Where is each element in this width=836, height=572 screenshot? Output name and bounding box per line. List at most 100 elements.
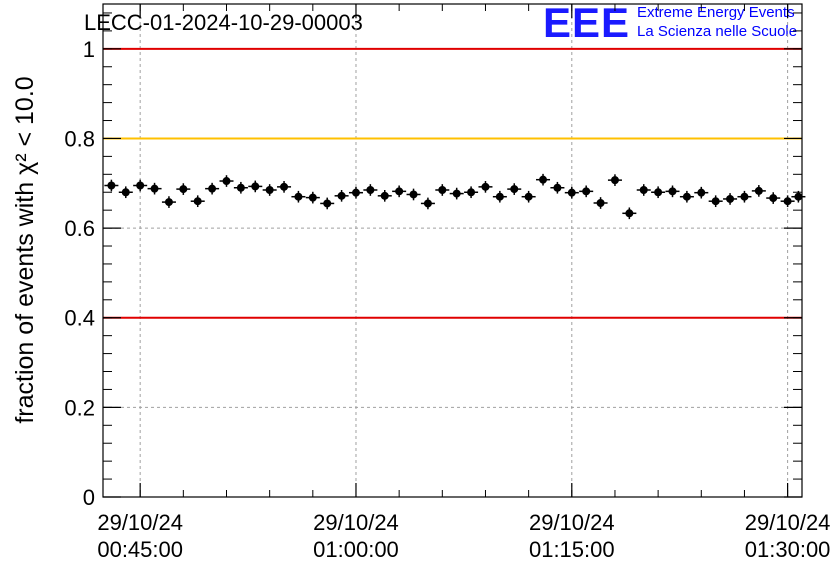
logo-line-1: Extreme Energy Events <box>637 4 795 21</box>
marker <box>107 181 116 190</box>
marker <box>380 191 389 200</box>
data-point <box>751 185 766 197</box>
marker <box>740 192 749 201</box>
marker <box>610 176 619 185</box>
data-points <box>104 173 806 220</box>
y-tick-label: 1 <box>83 37 95 62</box>
data-point <box>464 186 479 199</box>
marker <box>337 191 346 200</box>
data-point <box>406 188 421 201</box>
data-point <box>791 190 806 203</box>
marker <box>294 192 303 201</box>
marker <box>323 199 332 208</box>
marker <box>754 186 763 195</box>
data-point <box>377 189 392 202</box>
marker <box>596 198 605 207</box>
data-point <box>708 195 723 208</box>
marker <box>438 185 447 194</box>
marker <box>769 194 778 203</box>
logo-caption: Extreme Energy Events La Scienza nelle S… <box>637 3 797 41</box>
plot-title: LECC-01-2024-10-29-00003 <box>84 10 363 35</box>
data-point <box>248 180 263 193</box>
marker <box>193 197 202 206</box>
marker <box>409 190 418 199</box>
marker <box>668 187 677 196</box>
data-point <box>147 182 162 195</box>
marker <box>265 185 274 194</box>
data-point <box>579 185 594 198</box>
data-point <box>665 185 680 198</box>
marker <box>452 189 461 198</box>
data-point <box>694 186 709 199</box>
y-tick-label: 0.6 <box>64 216 95 241</box>
data-point <box>507 183 522 195</box>
marker <box>395 187 404 196</box>
marker <box>150 184 159 193</box>
grid-layer <box>103 4 802 497</box>
data-point <box>291 190 306 203</box>
data-point <box>435 184 450 196</box>
data-point <box>190 195 205 208</box>
marker <box>481 182 490 191</box>
data-point <box>262 184 277 196</box>
data-point <box>277 181 292 193</box>
marker <box>654 188 663 197</box>
y-tick-label: 0 <box>83 485 95 510</box>
data-point <box>161 196 176 208</box>
marker <box>510 185 519 194</box>
marker <box>625 209 634 218</box>
axes: 00.20.40.60.8129/10/2400:45:0029/10/2401… <box>64 4 830 562</box>
data-point <box>766 192 781 204</box>
marker <box>308 193 317 202</box>
marker <box>711 197 720 206</box>
marker <box>208 184 217 193</box>
marker <box>582 187 591 196</box>
marker <box>567 188 576 197</box>
x-tick-label-date: 29/10/24 <box>745 510 831 535</box>
marker <box>682 192 691 201</box>
marker <box>351 188 360 197</box>
x-tick-label-time: 01:30:00 <box>745 537 831 562</box>
marker <box>164 198 173 207</box>
data-point <box>176 183 191 195</box>
data-point <box>607 174 622 186</box>
x-tick-label-date: 29/10/24 <box>313 510 399 535</box>
data-point <box>320 197 335 210</box>
data-point <box>550 181 565 194</box>
data-point <box>536 173 551 186</box>
marker <box>553 183 562 192</box>
x-tick-label-time: 01:15:00 <box>529 537 615 562</box>
data-point <box>521 190 536 203</box>
x-tick-label-date: 29/10/24 <box>529 510 615 535</box>
marker <box>136 181 145 190</box>
data-point <box>334 189 349 202</box>
data-point <box>104 179 119 192</box>
data-point <box>392 185 407 198</box>
data-point <box>205 182 220 195</box>
marker <box>697 188 706 197</box>
data-point <box>133 179 148 192</box>
data-point <box>622 207 637 220</box>
marker <box>726 194 735 203</box>
marker <box>495 192 504 201</box>
marker <box>251 182 260 191</box>
data-point <box>651 186 666 199</box>
marker <box>366 185 375 194</box>
data-point <box>449 187 464 200</box>
x-tick-label-time: 00:45:00 <box>97 537 183 562</box>
marker <box>539 175 548 184</box>
data-point <box>219 175 234 187</box>
marker <box>121 188 130 197</box>
marker <box>280 182 289 191</box>
plot-frame <box>102 3 803 498</box>
data-point <box>478 181 493 193</box>
y-axis-title: fraction of events with χ² < 10.0 <box>11 76 39 423</box>
marker <box>236 183 245 192</box>
marker <box>222 177 231 186</box>
y-tick-label: 0.4 <box>64 306 95 331</box>
marker <box>423 199 432 208</box>
marker <box>783 197 792 206</box>
marker <box>639 185 648 194</box>
data-point <box>492 190 507 203</box>
